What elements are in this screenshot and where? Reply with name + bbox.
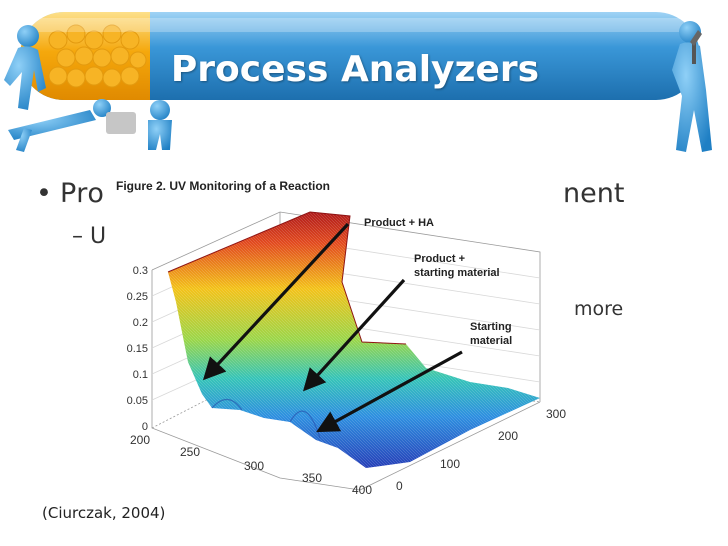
x-tick-label: 400 [352,483,372,497]
z-axis-ticks: 0.3 0.25 0.2 0.15 0.1 0.05 0 [127,265,148,433]
annotation-label: Starting [470,321,512,333]
z-tick-label: 0.2 [133,317,148,329]
z-tick-label: 0 [142,421,148,433]
x-tick-label: 300 [244,459,264,473]
annotation-label: Product + [414,253,465,265]
z-tick-label: 0.25 [127,291,148,303]
x-tick-label: 350 [302,471,322,485]
arrow-starting-material [316,350,463,433]
bullet-item-2: – U [72,224,107,249]
z-tick-label: 0.05 [127,395,148,407]
z-tick-label: 0.15 [127,343,148,355]
y-tick-label: 300 [546,407,566,421]
person-figures-right [672,21,712,152]
x-axis-ticks: 200 250 300 350 400 [130,433,372,497]
y-tick-label: 0 [396,479,403,493]
x-tick-label: 250 [180,445,200,459]
bullet-dot: • [36,178,53,209]
pill-capsule [20,12,700,100]
z-tick-label: 0.3 [133,265,148,277]
slide-title: Process Analyzers [170,49,540,90]
uv-surface-figure: Figure 2. UV Monitoring of a Reaction 0.… [116,179,566,497]
bullet-item-1-text: Pro [60,178,105,209]
surface-plot [167,211,540,468]
annotation-label: material [470,335,512,347]
bullet-item-1-text-end: nent [563,178,625,209]
annotation-label: starting material [414,267,500,279]
annotation-arrows [202,222,463,433]
figure-caption: Figure 2. UV Monitoring of a Reaction [116,179,330,193]
x-tick-label: 200 [130,433,150,447]
bullet-item-1: • Pro [36,178,104,209]
header-banner [4,12,712,152]
y-tick-label: 100 [440,457,460,471]
y-axis-ticks: 0 100 200 300 [396,407,566,493]
y-tick-label: 200 [498,429,518,443]
wrench-icon [690,30,702,46]
arrow-product-starting [302,278,406,392]
bullet-item-2-text-end: more [574,298,624,320]
arrow-product-ha [202,222,350,381]
z-tick-label: 0.1 [133,369,148,381]
annotation-label: Product + HA [364,217,434,229]
citation: (Ciurczak, 2004) [42,504,166,522]
person-figures-left [4,25,172,152]
